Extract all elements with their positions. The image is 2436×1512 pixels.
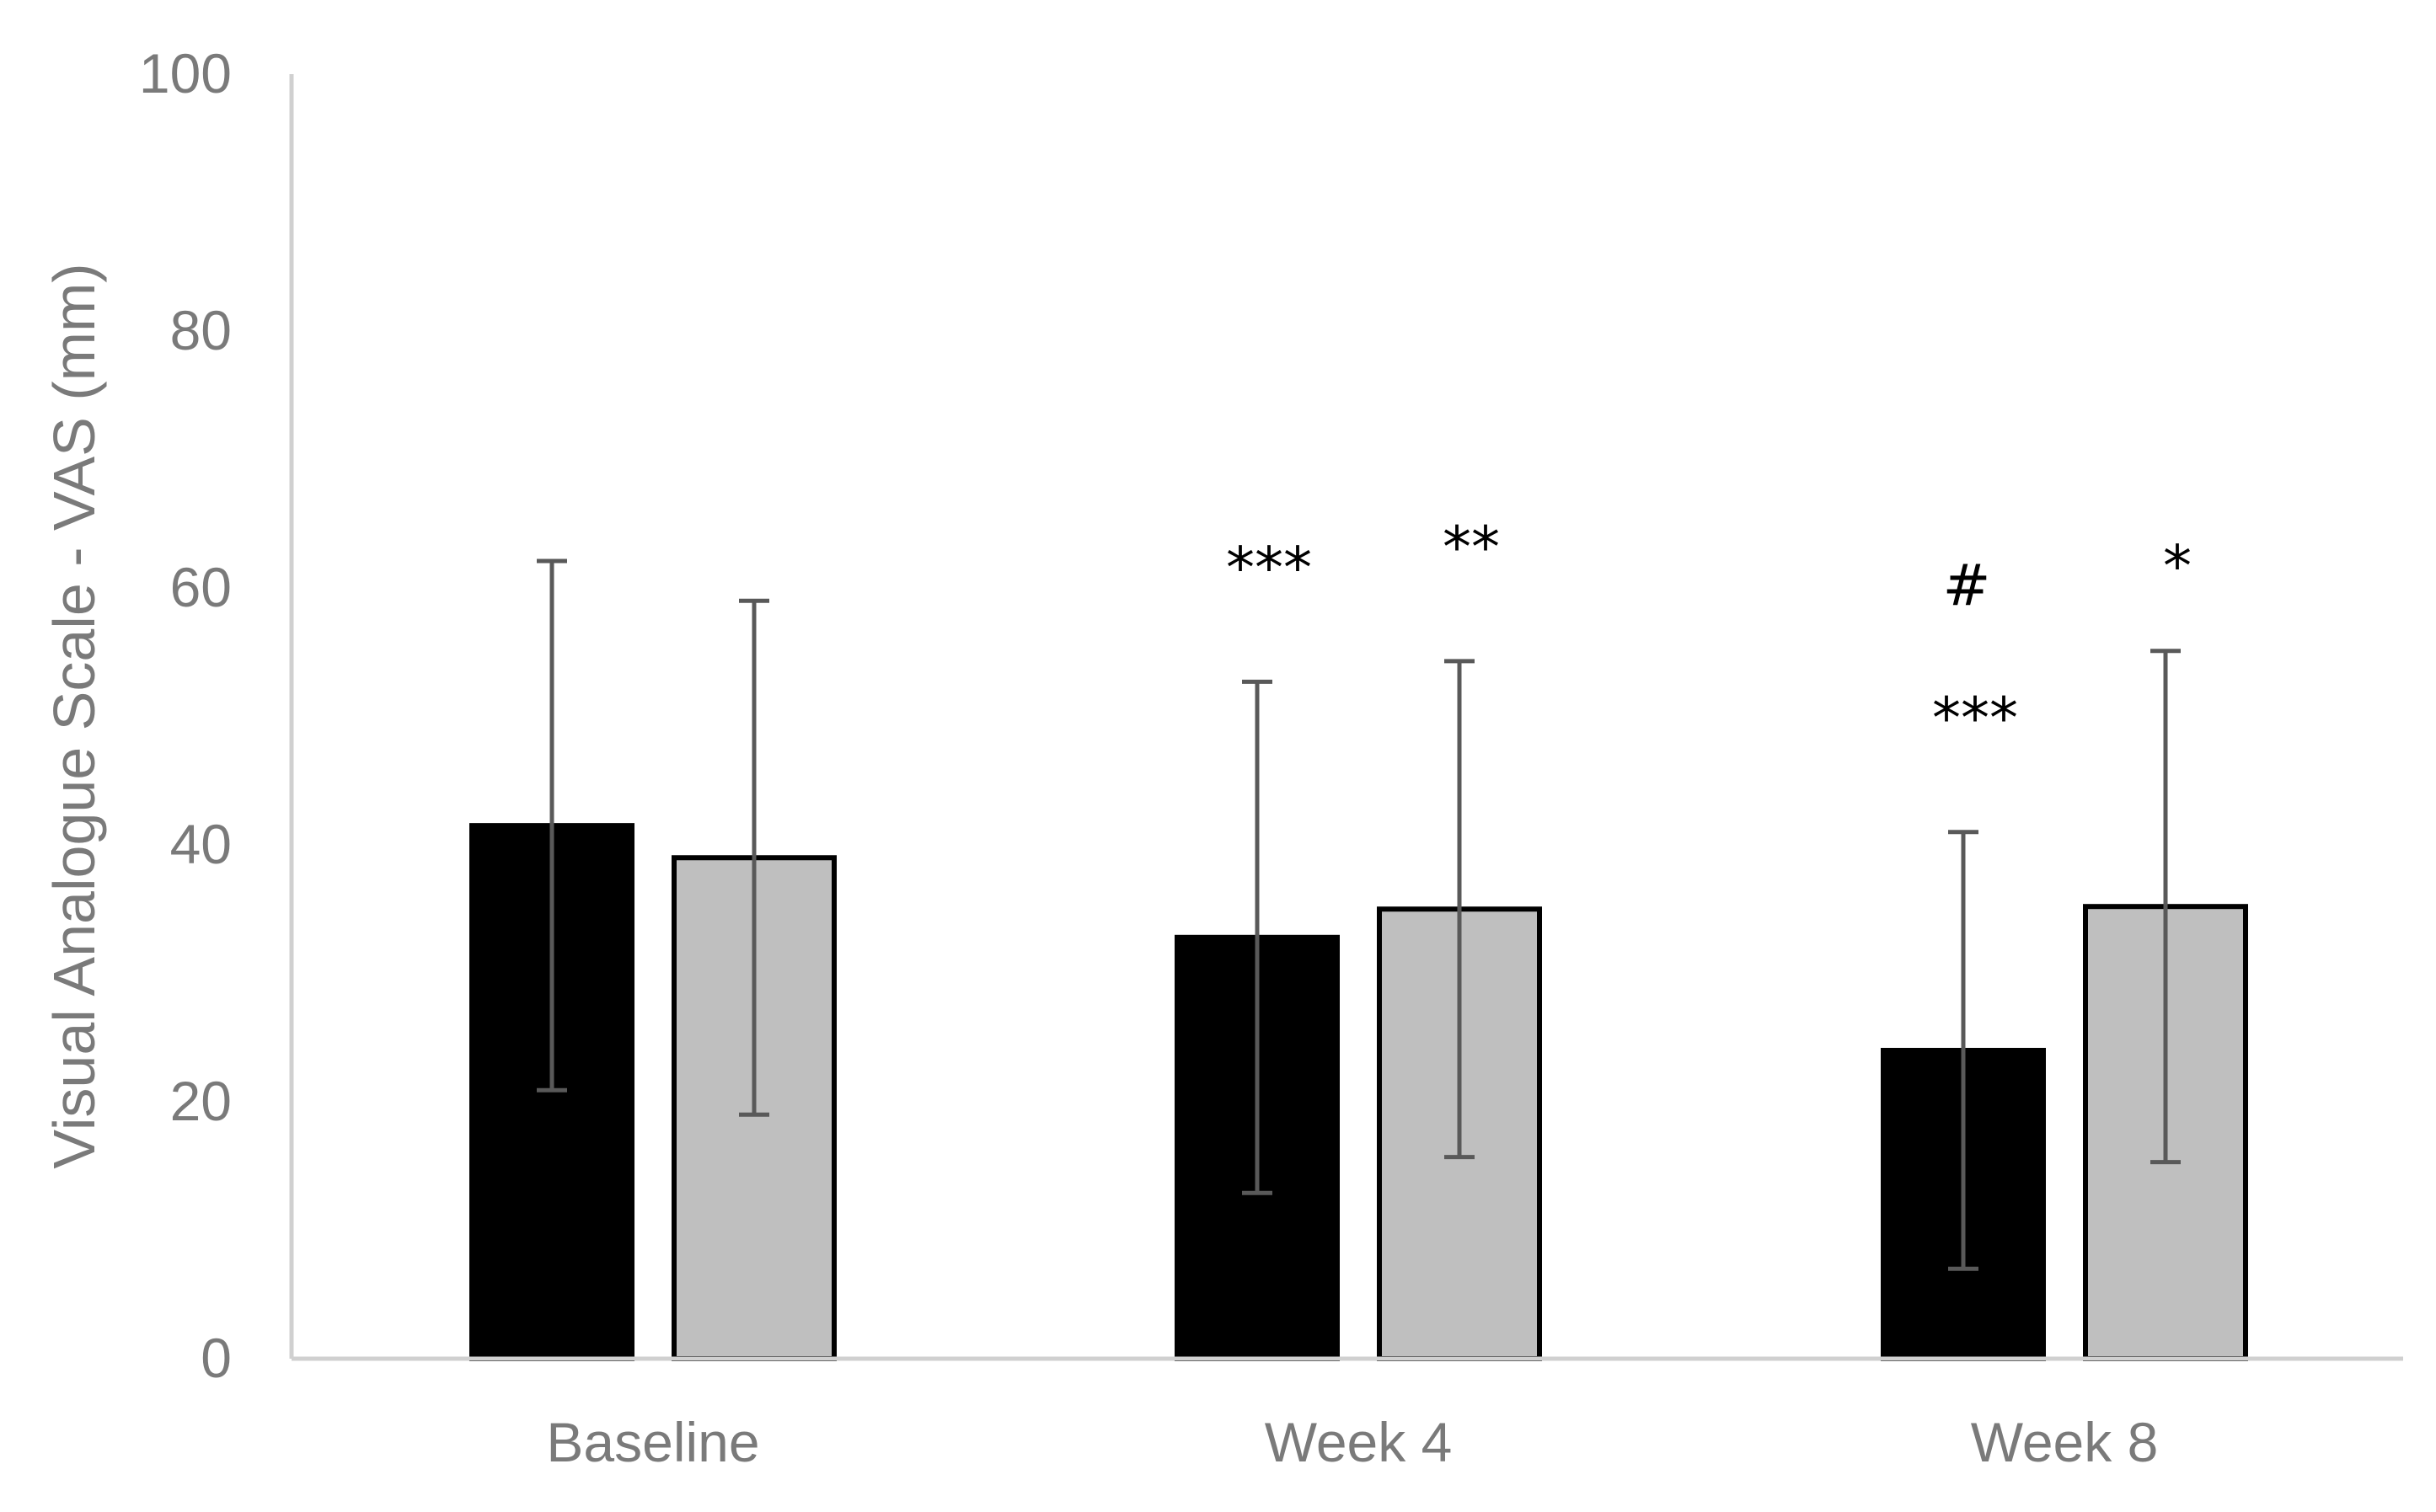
y-tick-label: 20 xyxy=(170,1070,232,1132)
y-tick-label: 80 xyxy=(170,299,232,361)
significance-stars: *** xyxy=(1226,535,1312,601)
y-tick-label: 40 xyxy=(170,813,232,875)
error-bar xyxy=(1242,679,1272,1195)
error-bar xyxy=(1948,830,1978,1271)
error-bar xyxy=(2150,649,2181,1165)
x-tick-label: Week 4 xyxy=(1265,1411,1453,1473)
y-axis-title: Visual Analogue Scale - VAS (mm) xyxy=(41,263,107,1168)
x-axis-tick-labels: Baseline Week 4 Week 8 xyxy=(546,1411,2158,1473)
significance-stars: * xyxy=(2163,534,2192,601)
significance-stars: *** xyxy=(1932,686,2018,752)
error-bar xyxy=(739,598,769,1117)
error-bar xyxy=(1444,659,1475,1160)
significance-annotations: *** *****# * xyxy=(1226,515,2192,752)
x-tick-label: Week 8 xyxy=(1971,1411,2159,1473)
error-bar xyxy=(537,558,567,1093)
significance-stars: ** xyxy=(1443,515,1500,581)
y-tick-label: 0 xyxy=(201,1327,232,1389)
significance-hash: # xyxy=(1943,553,1991,619)
x-tick-label: Baseline xyxy=(546,1411,759,1473)
bars-group xyxy=(469,823,2248,1362)
y-tick-label: 100 xyxy=(139,42,232,104)
y-tick-label: 60 xyxy=(170,556,232,618)
y-axis-tick-labels: 0 20 40 60 80 100 xyxy=(139,42,232,1389)
error-bars-group xyxy=(537,558,2181,1271)
